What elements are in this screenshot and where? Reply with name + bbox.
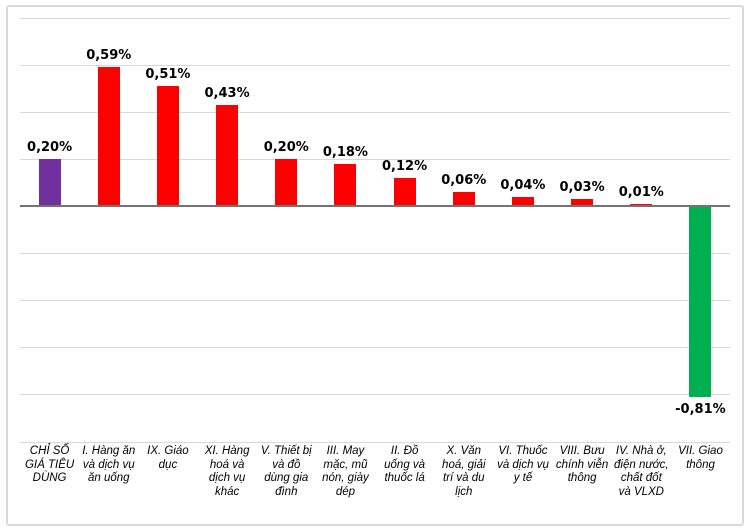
gridline: [20, 441, 730, 443]
gridline: [20, 158, 730, 160]
gridline: [20, 253, 730, 255]
bar-value-label-2: 0,59%: [86, 48, 132, 64]
category-label-11: IV. Nhà ở, điện nước, chất đốt và VLXD: [614, 445, 669, 498]
bar-value-label-7: 0,12%: [382, 159, 428, 175]
bar-7: [393, 178, 416, 207]
bar-6: [334, 164, 357, 207]
bar-3: [156, 86, 179, 207]
category-axis: CHỈ SỐ GIÁ TIÊU DÙNG I. Hàng ăn và dịch v…: [20, 445, 730, 523]
bar-value-label-4: 0,43%: [204, 86, 250, 102]
bar-12: [689, 207, 712, 398]
bar-value-label-8: 0,06%: [441, 173, 487, 189]
bar-value-label-9: 0,04%: [500, 178, 546, 194]
bar-value-label-1: 0,20%: [27, 140, 73, 156]
bar-value-label-5: 0,20%: [263, 140, 309, 156]
gridline: [20, 347, 730, 349]
bar-9: [511, 197, 534, 207]
bar-value-label-10: 0,03%: [559, 180, 605, 196]
gridline: [20, 111, 730, 113]
bar-2: [97, 67, 120, 207]
category-label-3: IX. Giáo dục: [147, 445, 189, 471]
plot-area: 0,20% 0,59% 0,51% 0,43% 0,20% 0,18% 0,12% 0,06%…: [20, 17, 730, 443]
gridline: [20, 17, 730, 19]
category-label-5: V. Thiết bị và đồ dùng gia đình: [260, 445, 312, 498]
category-label-2: I. Hàng ăn và dịch vụ ăn uống: [82, 445, 136, 485]
gridline: [20, 300, 730, 302]
bar-5: [275, 159, 298, 207]
bar-value-label-11: 0,01%: [618, 185, 664, 201]
category-label-10: VIII. Bưu chính viễn thông: [555, 445, 609, 485]
bar-value-label-3: 0,51%: [145, 67, 191, 83]
category-label-1: CHỈ SỐ GIÁ TIÊU DÙNG: [24, 445, 75, 485]
bar-10: [571, 199, 594, 207]
category-label-6: III. May mặc, mũ nón, giày dép: [322, 445, 369, 498]
category-label-7: II. Đồ uống và thuốc lá: [384, 445, 426, 485]
category-label-4: XI. Hàng hoá và dịch vụ khác: [204, 445, 250, 498]
bar-value-label-6: 0,18%: [322, 145, 368, 161]
x-axis-line: [20, 205, 730, 208]
bar-1: [38, 159, 61, 207]
bar-11: [630, 204, 653, 207]
gridline: [20, 64, 730, 66]
chart-frame: 0,20% 0,59% 0,51% 0,43% 0,20% 0,18% 0,12% 0,06%…: [6, 5, 744, 526]
bar-8: [452, 192, 475, 207]
gridline: [20, 394, 730, 396]
category-label-12: VII. Giao thông: [678, 445, 723, 471]
category-label-8: X. Văn hoá, giải trí và du lịch: [442, 445, 486, 498]
bar-value-label-12: -0,81%: [675, 402, 726, 418]
category-label-9: VI. Thuốc và dịch vụ y tế: [497, 445, 549, 485]
bar-4: [216, 105, 239, 207]
